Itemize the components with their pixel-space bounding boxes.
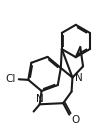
Text: N: N <box>36 94 43 104</box>
Text: N: N <box>74 73 82 83</box>
Text: O: O <box>70 115 79 125</box>
Text: Cl: Cl <box>5 74 15 84</box>
